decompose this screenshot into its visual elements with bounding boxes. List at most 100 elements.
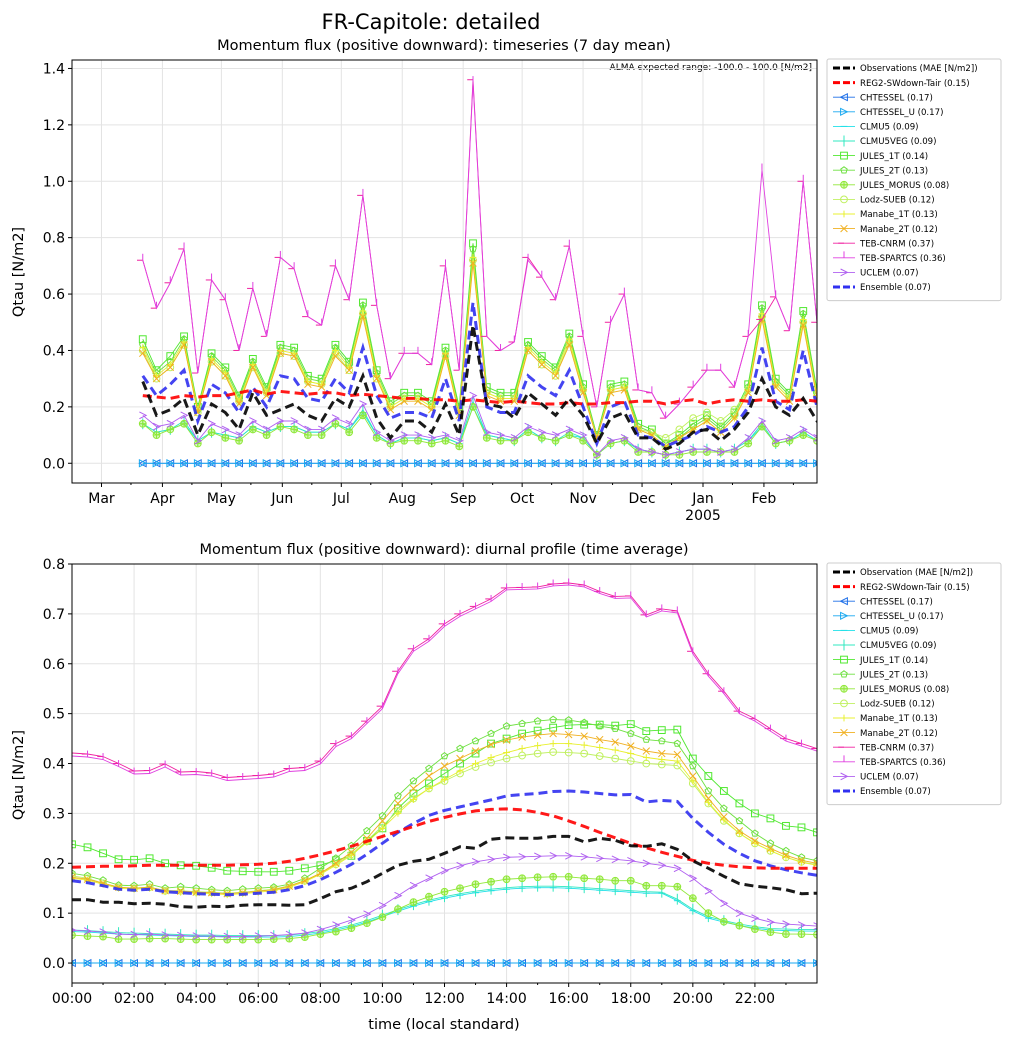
timeseries-axes: 0.0 0.2 0.4 0.6 0.8 1.0 1.2 1.4 Mar Apr May Jun Jul A… (43, 59, 818, 524)
diurnal-data-point (378, 958, 387, 968)
diurnal-data-point (394, 958, 403, 968)
diurnal-series-9 (72, 748, 817, 898)
ts-legend-item: CHTESSEL (0.17) (833, 92, 933, 103)
ts-data-point (166, 419, 175, 428)
diurnal-data-point (673, 864, 682, 873)
ts-data-point (441, 352, 450, 360)
ts-data-point (152, 459, 162, 468)
ts-data-point (221, 433, 230, 442)
ts-data-point (441, 431, 451, 439)
diurnal-data-point (471, 749, 480, 758)
diurnal-panel: Momentum flux (positive downward): diurn… (11, 542, 1002, 1033)
diurnal-data-point (99, 849, 107, 858)
diurnal-data-point (207, 958, 217, 968)
ts-series-1 (142, 388, 817, 406)
ts-data-point (593, 450, 602, 459)
diurnal-data-point (549, 872, 558, 881)
diurnal-data-point (394, 891, 403, 900)
ts-series-0 (141, 324, 817, 451)
ts-data-point (744, 434, 753, 442)
diurnal-data-point (595, 722, 604, 730)
ts-data-point (138, 459, 148, 468)
diurnal-data-point (657, 726, 666, 735)
diurnal-ytick-label: 0.5 (43, 707, 65, 723)
ts-data-point (318, 425, 327, 434)
diurnal-data-point (673, 757, 681, 765)
diurnal-data-point (72, 927, 77, 933)
diurnal-legend-item: Lodz-SUEB (0.12) (833, 699, 935, 710)
ts-data-point (841, 387, 848, 394)
ts-data-point (716, 417, 725, 425)
diurnal-data-point (254, 867, 263, 876)
diurnal-ytick-label: 0.2 (43, 856, 65, 872)
diurnal-data-point (487, 729, 495, 737)
ts-data-point (758, 459, 767, 468)
diurnal-data-point (456, 884, 464, 893)
diurnal-data-point (782, 930, 790, 939)
ts-data-point (166, 459, 175, 468)
ts-series-line (141, 302, 817, 448)
diurnal-data-point (673, 882, 682, 891)
diurnal-data-point (549, 729, 557, 738)
diurnal-data-point (394, 810, 402, 817)
diurnal-data-point (658, 861, 667, 870)
diurnal-data-point (595, 720, 604, 729)
diurnal-data-point (471, 737, 480, 745)
ts-legend-marker (839, 92, 848, 102)
ts-data-point (579, 431, 588, 439)
ts-data-point (469, 239, 477, 248)
ts-data-point (276, 422, 285, 431)
ts-legend-marker (840, 151, 848, 160)
ts-xtick-label: Jan (691, 491, 714, 507)
diurnal-legend-item: JULES_MORUS (0.08) (833, 684, 949, 695)
diurnal-data-point (378, 913, 387, 922)
ts-data-point (799, 321, 807, 329)
ts-data-point (359, 307, 367, 315)
diurnal-data-point (176, 935, 185, 944)
diurnal-legend-marker (839, 596, 848, 606)
diurnal-data-point (502, 734, 511, 743)
ts-data-point (290, 352, 298, 360)
ts-data-point (538, 360, 546, 369)
diurnal-series-1 (72, 807, 817, 870)
ts-data-point (345, 428, 354, 437)
diurnal-legend-marker (840, 728, 848, 737)
ts-data-point (730, 405, 739, 414)
diurnal-data-point (379, 824, 386, 832)
ts-ytick-label: 0.0 (43, 456, 65, 472)
diurnal-data-point (270, 931, 279, 940)
diurnal-data-point (782, 821, 790, 830)
diurnal-legend-marker (840, 684, 848, 693)
ts-data-point (662, 450, 671, 459)
ts-data-point (482, 459, 492, 468)
diurnal-data-point (534, 742, 542, 749)
ts-xtick-label: Jul (332, 491, 350, 507)
diurnal-data-point (394, 905, 402, 914)
ts-data-point (331, 414, 340, 422)
ts-legend-label: JULES_MORUS (0.08) (859, 181, 949, 191)
diurnal-series-8 (72, 872, 817, 944)
diurnal-data-point (860, 872, 867, 879)
diurnal-series-line (72, 855, 817, 938)
ts-data-point (345, 459, 354, 468)
diurnal-data-point (596, 854, 605, 863)
diurnal-data-point (192, 935, 201, 944)
ts-data-point (249, 363, 257, 372)
diurnal-data-point (502, 853, 512, 862)
ts-data-point (689, 445, 698, 454)
diurnal-series-14 (72, 851, 867, 941)
diurnal-data-point (176, 958, 186, 968)
diurnal-data-point (285, 958, 294, 968)
diurnal-data-point (425, 892, 433, 901)
diurnal-data-point (860, 960, 867, 967)
ts-data-point (661, 433, 670, 442)
diurnal-legend-label: CLMU5 (0.09) (860, 627, 919, 637)
ts-data-point (524, 346, 532, 355)
diurnal-data-point (114, 958, 124, 968)
diurnal-data-point (611, 855, 620, 864)
diurnal-data-point (860, 927, 867, 934)
diurnal-data-point (595, 735, 604, 744)
diurnal-data-point (549, 748, 558, 756)
ts-xtick-label: Feb (752, 491, 777, 507)
diurnal-data-point (425, 874, 434, 883)
